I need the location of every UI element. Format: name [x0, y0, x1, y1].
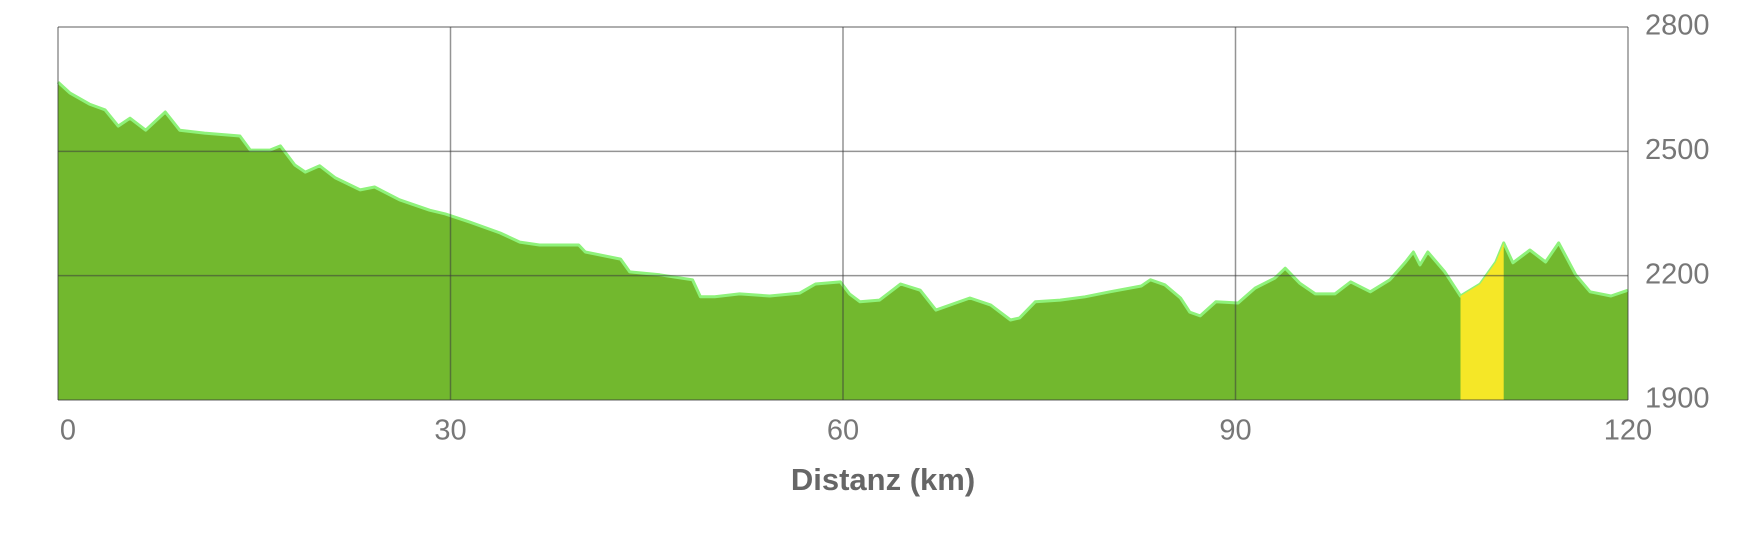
elevation-outline [56, 80, 1629, 322]
y-tick-label: 2500 [1645, 134, 1710, 166]
y-tick-label: 2800 [1645, 10, 1710, 42]
y-tick-label: 1900 [1645, 383, 1710, 415]
elevation-area [1460, 242, 1504, 400]
x-tick-label: 60 [827, 415, 859, 447]
y-tick-label: 2200 [1645, 258, 1710, 290]
x-tick-label: 90 [1219, 415, 1251, 447]
x-tick-label: 30 [434, 415, 466, 447]
x-tick-label: 120 [1604, 415, 1652, 447]
x-axis-title: Distanz (km) [791, 462, 975, 497]
x-tick-label: 0 [60, 415, 76, 447]
